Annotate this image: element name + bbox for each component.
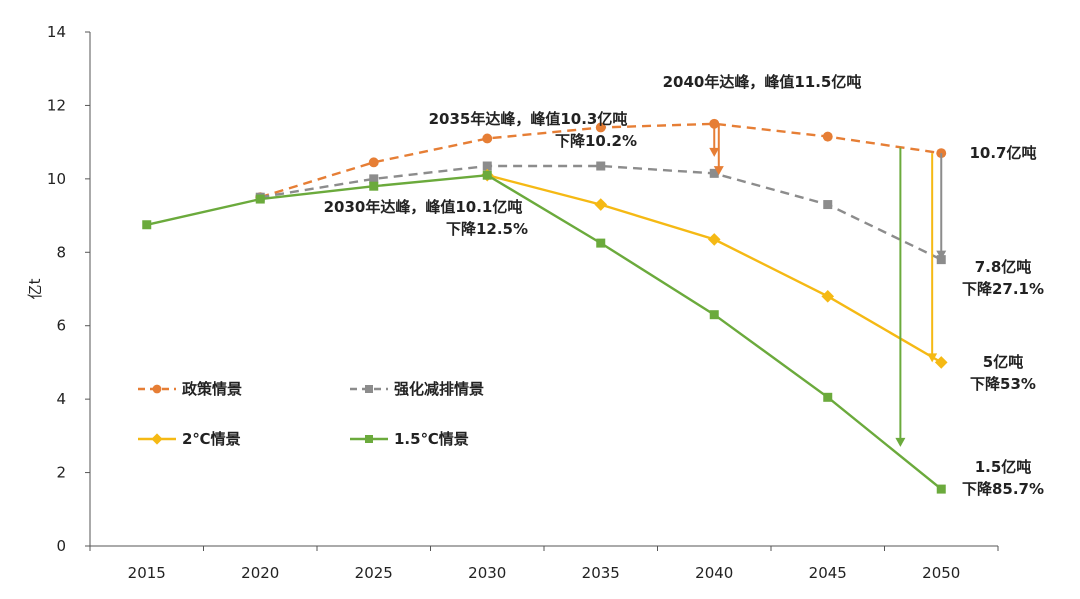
legend-marker bbox=[152, 384, 162, 394]
annotation-text: 2030年达峰，峰值10.1亿吨 bbox=[324, 198, 523, 216]
annotation-text: 7.8亿吨 bbox=[975, 258, 1032, 276]
series-2 bbox=[480, 168, 948, 369]
y-tick-label: 6 bbox=[56, 317, 66, 335]
x-tick-label: 2050 bbox=[922, 564, 960, 582]
y-tick-label: 8 bbox=[56, 243, 66, 261]
arrow-head bbox=[709, 147, 720, 157]
data-point bbox=[255, 194, 265, 204]
arrow-head bbox=[936, 250, 947, 260]
legend-item: 强化减排情景 bbox=[350, 380, 484, 398]
y-tick-label: 4 bbox=[56, 390, 66, 408]
series-line bbox=[486, 174, 942, 364]
data-point bbox=[822, 131, 833, 142]
arrows bbox=[709, 123, 947, 447]
data-point bbox=[369, 174, 379, 184]
data-point bbox=[934, 356, 948, 369]
series-line bbox=[146, 173, 943, 491]
data-point bbox=[142, 220, 152, 230]
annotation-text: 5亿吨 bbox=[983, 353, 1023, 371]
legend-marker bbox=[151, 433, 163, 445]
x-tick-label: 2035 bbox=[582, 564, 620, 582]
annotation-text: 10.7亿吨 bbox=[969, 144, 1036, 162]
legend-item: 1.5℃情景 bbox=[350, 430, 469, 448]
x-tick-label: 2045 bbox=[809, 564, 847, 582]
legend-item: 2℃情景 bbox=[138, 430, 241, 448]
arrow-head bbox=[927, 353, 938, 363]
data-point bbox=[707, 233, 721, 246]
y-tick-label: 12 bbox=[47, 96, 66, 114]
legend-label: 政策情景 bbox=[182, 380, 242, 398]
y-tick-label: 2 bbox=[56, 464, 66, 482]
data-point bbox=[595, 122, 606, 133]
series-3 bbox=[142, 170, 946, 494]
x-tick-label: 2030 bbox=[468, 564, 506, 582]
x-tick-label: 2015 bbox=[128, 564, 166, 582]
data-point bbox=[596, 161, 606, 171]
legend-label: 1.5℃情景 bbox=[394, 430, 469, 448]
legend-marker bbox=[365, 385, 373, 393]
annotation-text: 下降53% bbox=[970, 375, 1036, 393]
series-0 bbox=[255, 118, 947, 203]
data-point bbox=[709, 310, 719, 320]
data-point bbox=[368, 157, 379, 168]
x-tick-label: 2040 bbox=[695, 564, 733, 582]
drop-arrow bbox=[713, 123, 724, 176]
legend-marker bbox=[365, 435, 373, 443]
data-point bbox=[482, 133, 493, 144]
arrow-head bbox=[713, 166, 724, 176]
y-axis-label: 亿t bbox=[26, 278, 44, 299]
legend-item: 政策情景 bbox=[138, 380, 242, 398]
data-point bbox=[596, 238, 606, 248]
data-point bbox=[594, 198, 608, 211]
data-point bbox=[936, 484, 946, 494]
data-point bbox=[482, 161, 492, 171]
plot-area bbox=[142, 118, 948, 494]
data-point bbox=[823, 200, 833, 210]
drop-arrow bbox=[895, 147, 906, 447]
drop-arrow bbox=[936, 153, 947, 260]
y-tick-label: 14 bbox=[47, 23, 66, 41]
data-point bbox=[823, 392, 833, 402]
y-tick-label: 10 bbox=[47, 170, 66, 188]
axes: 0 2 4 6 8 10 12 14 2015 2020 2025 2030 2035 2040 2045 2… bbox=[26, 23, 999, 582]
annotation-text: 2040年达峰，峰值11.5亿吨 bbox=[663, 73, 862, 91]
legend: 政策情景 强化减排情景 2℃情景 1.5℃情景 bbox=[138, 380, 484, 448]
data-point bbox=[482, 170, 492, 180]
legend-label: 2℃情景 bbox=[182, 430, 241, 448]
annotation-text: 下降12.5% bbox=[446, 220, 528, 238]
data-point bbox=[369, 181, 379, 191]
annotation-text: 下降27.1% bbox=[962, 280, 1044, 298]
x-tick-label: 2025 bbox=[355, 564, 393, 582]
legend-label: 强化减排情景 bbox=[394, 380, 484, 398]
x-tick-label: 2020 bbox=[241, 564, 279, 582]
drop-arrow bbox=[927, 153, 938, 363]
annotation-text: 2035年达峰，峰值10.3亿吨 bbox=[429, 110, 628, 128]
y-tick-label: 0 bbox=[56, 537, 66, 555]
annotation-text: 1.5亿吨 bbox=[975, 458, 1032, 476]
drop-arrow bbox=[709, 123, 720, 157]
data-point bbox=[821, 290, 835, 303]
data-point bbox=[709, 168, 719, 178]
annotation-text: 下降10.2% bbox=[555, 132, 637, 150]
annotation-text: 下降85.7% bbox=[962, 480, 1044, 498]
arrow-head bbox=[895, 437, 906, 447]
